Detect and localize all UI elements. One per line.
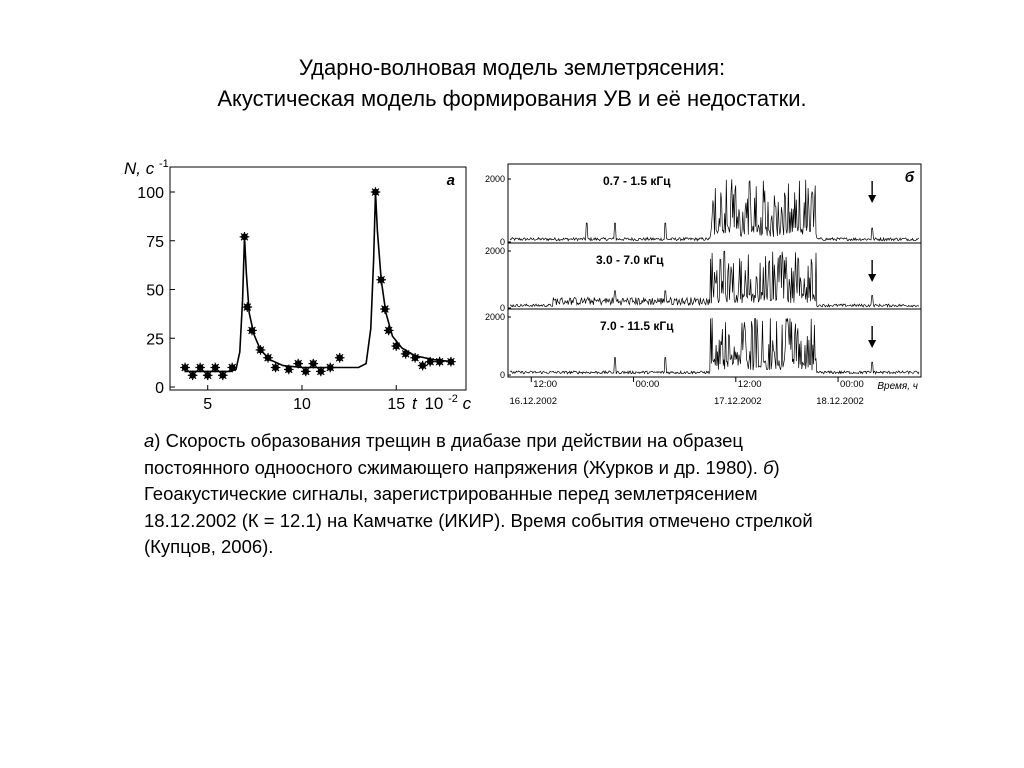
chart-b-date-label: 17.12.2002 xyxy=(714,396,762,407)
chart-a-data-point xyxy=(370,187,381,197)
chart-a-x-tick-label: 5 xyxy=(203,396,212,413)
title-line-1: Ударно-волновая модель землетрясения: xyxy=(298,55,726,80)
chart-b-date-label: 18.12.2002 xyxy=(816,396,864,407)
chart-a-y-tick-label: 75 xyxy=(146,234,164,251)
chart-b-y-tick-label: 0 xyxy=(500,237,505,247)
chart-a-data-point xyxy=(376,274,386,285)
chart-b-x-axis: 12:00 16.12.2002 00:00 12:00 17.12.2002 00:00… xyxy=(510,377,864,407)
chart-b-panel-label: б xyxy=(905,169,915,186)
chart-a-data-point xyxy=(380,304,390,314)
chart-b-series-label: 0.7 - 1.5 кГц xyxy=(603,174,671,188)
chart-b-panel: 0 2000 3.0 - 7.0 кГц xyxy=(485,242,921,313)
chart-a-xlabel-unit: 10 xyxy=(424,394,443,413)
chart-a-data-point xyxy=(255,345,266,355)
chart-a-y-axis: 0 25 50 75 100 xyxy=(137,185,175,397)
chart-a-data-point xyxy=(202,370,213,381)
chart-b-signal-trace xyxy=(509,250,919,308)
chart-b-signal-trace xyxy=(509,179,920,242)
caption-label-a: а xyxy=(144,430,155,451)
chart-a: а N, с -1 0 25 50 75 100 5 10 15 t 10 -2 с xyxy=(124,158,472,413)
chart-a-x-axis: 5 10 15 xyxy=(203,385,405,413)
chart-a-x-tick-label: 10 xyxy=(293,396,311,413)
chart-a-xlabel-end: с xyxy=(463,394,472,413)
chart-a-y-tick-label: 50 xyxy=(146,283,164,300)
chart-a-data-point xyxy=(425,356,435,367)
chart-a-data-point xyxy=(400,349,411,359)
chart-a-data-point xyxy=(391,341,402,351)
slide-title: Ударно-волновая модель землетрясения: Ак… xyxy=(112,52,912,114)
chart-b-panel: 0 2000 0.7 - 1.5 кГц xyxy=(485,174,920,247)
chart-a-y-tick-label: 0 xyxy=(155,380,164,397)
chart-a-data-point xyxy=(242,302,253,312)
caption-line-2-end: ) xyxy=(773,456,780,478)
chart-b-y-tick-label: 0 xyxy=(500,303,505,313)
caption-line-1-text: ) Скорость образования трещин в диабазе … xyxy=(154,430,743,451)
chart-a-data-point xyxy=(270,362,281,373)
chart-a-data-point xyxy=(410,352,420,363)
caption-label-b: б xyxy=(763,456,774,478)
chart-a-data-point xyxy=(316,366,326,377)
chart-b-x-tick-label: 00:00 xyxy=(840,379,864,390)
chart-a-data-point xyxy=(383,325,394,336)
chart-b-y-tick-label: 2000 xyxy=(485,246,505,256)
chart-a-frame xyxy=(169,166,467,391)
event-arrow-icon xyxy=(868,181,877,203)
chart-a-ylabel-unit: с xyxy=(146,159,155,178)
chart-b-x-axis-label: Время, ч xyxy=(877,381,918,392)
chart-a-ylabel-sup: -1 xyxy=(159,158,169,170)
chart-b-series-label: 7.0 - 11.5 кГц xyxy=(600,319,674,333)
chart-a-points xyxy=(180,187,456,381)
chart-a-data-point xyxy=(283,364,294,375)
chart-a-data-point xyxy=(187,370,198,381)
event-arrow-icon xyxy=(868,260,877,282)
chart-a-y-tick-label: 100 xyxy=(137,185,164,202)
chart-b-series-label: 3.0 - 7.0 кГц xyxy=(596,253,664,267)
chart-a-data-point xyxy=(417,360,428,371)
chart-a-panel-label: а xyxy=(447,172,455,189)
chart-b-y-tick-label: 2000 xyxy=(485,174,505,184)
chart-b-panel: 0 2000 7.0 - 11.5 кГц xyxy=(485,308,921,380)
chart-a-data-point xyxy=(195,362,205,373)
chart-a-x-tick-label: 15 xyxy=(387,396,405,413)
chart-a-data-point xyxy=(239,232,250,242)
title-line-2: Акустическая модель формирования УВ и её… xyxy=(217,86,807,111)
chart-b-frame xyxy=(507,163,922,378)
chart-a-data-point xyxy=(334,352,345,363)
chart-a-xlabel: t 10 -2 с xyxy=(412,387,472,413)
chart-b-x-tick-label: 12:00 xyxy=(533,379,557,390)
chart-b-signal-trace xyxy=(509,317,920,375)
chart-a-data-point xyxy=(247,325,257,336)
chart-a-data-point xyxy=(180,362,190,373)
chart-a-data-point xyxy=(325,362,336,373)
chart-b-x-tick-label: 00:00 xyxy=(636,379,660,390)
chart-a-data-point xyxy=(308,358,319,369)
chart-b-x-tick-label: 12:00 xyxy=(738,379,762,390)
caption-line-2: постоянного одноосного сжимающего напряж… xyxy=(144,455,1004,482)
chart-b-y-tick-label: 0 xyxy=(500,370,505,380)
caption-line-1: а) Скорость образования трещин в диабазе… xyxy=(144,428,1004,455)
caption: а) Скорость образования трещин в диабазе… xyxy=(144,428,1004,561)
chart-a-data-point xyxy=(217,370,228,381)
caption-line-2-text: постоянного одноосного сжимающего напряж… xyxy=(144,456,764,478)
chart-a-data-point xyxy=(227,362,238,373)
chart-a-data-point xyxy=(300,366,311,377)
chart-a-data-point xyxy=(263,352,273,363)
chart-a-data-point xyxy=(434,356,445,367)
caption-line-5: (Купцов, 2006). xyxy=(144,536,274,557)
caption-line-3: Геоакустические сигналы, зарегистрирован… xyxy=(144,483,758,504)
chart-b-y-tick-label: 2000 xyxy=(485,312,505,322)
event-arrow-icon xyxy=(868,326,877,348)
chart-a-xlabel-main: t xyxy=(412,394,418,413)
chart-b-date-label: 16.12.2002 xyxy=(510,396,558,407)
chart-a-data-point xyxy=(293,358,304,369)
chart-a-xlabel-sup: -2 xyxy=(448,393,458,405)
chart-a-y-tick-label: 25 xyxy=(146,331,164,348)
chart-a-data-point xyxy=(210,362,221,373)
chart-a-ylabel-main: N, xyxy=(124,159,141,178)
caption-line-4: 18.12.2002 (К = 12.1) на Камчатке (ИКИР)… xyxy=(144,509,813,531)
chart-a-ylabel: N, с -1 xyxy=(124,158,169,178)
chart-a-data-point xyxy=(446,356,456,367)
